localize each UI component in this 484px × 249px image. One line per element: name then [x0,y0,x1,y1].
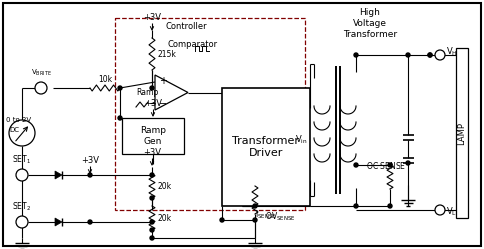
Text: OC $\mathsf{SENSE}$: OC $\mathsf{SENSE}$ [366,160,406,171]
Circle shape [435,50,445,60]
Text: 20k: 20k [157,213,171,223]
Text: Ramp
Gen: Ramp Gen [140,126,166,146]
Circle shape [150,220,154,224]
Bar [122,118,184,154]
Circle shape [435,205,445,215]
Circle shape [253,218,257,222]
Circle shape [150,236,154,240]
Text: 215k: 215k [157,50,176,59]
Polygon shape [55,171,62,179]
Circle shape [354,53,358,57]
Text: V$_{\mathsf{LO}}$: V$_{\mathsf{LO}}$ [446,206,461,218]
Circle shape [150,173,154,177]
Text: +3V: +3V [143,148,161,157]
Circle shape [406,53,410,57]
Circle shape [118,86,122,90]
Circle shape [428,53,432,57]
Circle shape [150,86,154,90]
Text: 20k: 20k [157,182,171,190]
Text: V$_{\mathsf{BRITE}}$: V$_{\mathsf{BRITE}}$ [30,68,51,78]
Text: Transformer
Driver: Transformer Driver [232,136,300,158]
Text: LAMP: LAMP [457,122,467,144]
Circle shape [150,228,154,232]
Text: −: − [159,99,167,109]
Circle shape [388,163,392,167]
Bar [456,48,468,218]
Text: 0 to 2V: 0 to 2V [6,117,31,123]
Circle shape [406,161,410,165]
Circle shape [35,82,47,94]
Text: +3V: +3V [144,99,162,108]
Text: SET$_2$: SET$_2$ [13,200,31,213]
Text: V$_{\mathsf{HI}}$: V$_{\mathsf{HI}}$ [446,46,459,58]
Text: 10k: 10k [98,75,112,84]
Bar [115,18,305,210]
Text: V$_{\mathsf{in}}$: V$_{\mathsf{in}}$ [295,134,308,146]
Circle shape [220,218,224,222]
Circle shape [428,53,432,57]
Circle shape [253,204,257,208]
Circle shape [16,216,28,228]
Circle shape [354,204,358,208]
Text: +3V: +3V [143,13,161,22]
Text: DC: DC [9,127,19,133]
Text: +3V: +3V [81,156,99,165]
Polygon shape [55,218,62,226]
Circle shape [88,173,92,177]
Circle shape [388,204,392,208]
Circle shape [16,169,28,181]
Circle shape [118,116,122,120]
Circle shape [354,163,358,167]
Text: Comparator: Comparator [167,40,217,49]
Circle shape [88,220,92,224]
Text: OV$_{\mathsf{SENSE}}$: OV$_{\mathsf{SENSE}}$ [265,210,295,223]
Text: SET$_1$: SET$_1$ [13,153,31,166]
Text: High
Voltage
Transformer: High Voltage Transformer [343,8,397,39]
Circle shape [150,196,154,200]
Text: I$_{\mathsf{SENSE}}$: I$_{\mathsf{SENSE}}$ [255,209,276,221]
Text: Controller: Controller [165,22,207,31]
Text: +: + [159,76,167,86]
Circle shape [9,120,35,146]
Text: Ramp: Ramp [136,88,158,97]
Bar [222,88,310,206]
